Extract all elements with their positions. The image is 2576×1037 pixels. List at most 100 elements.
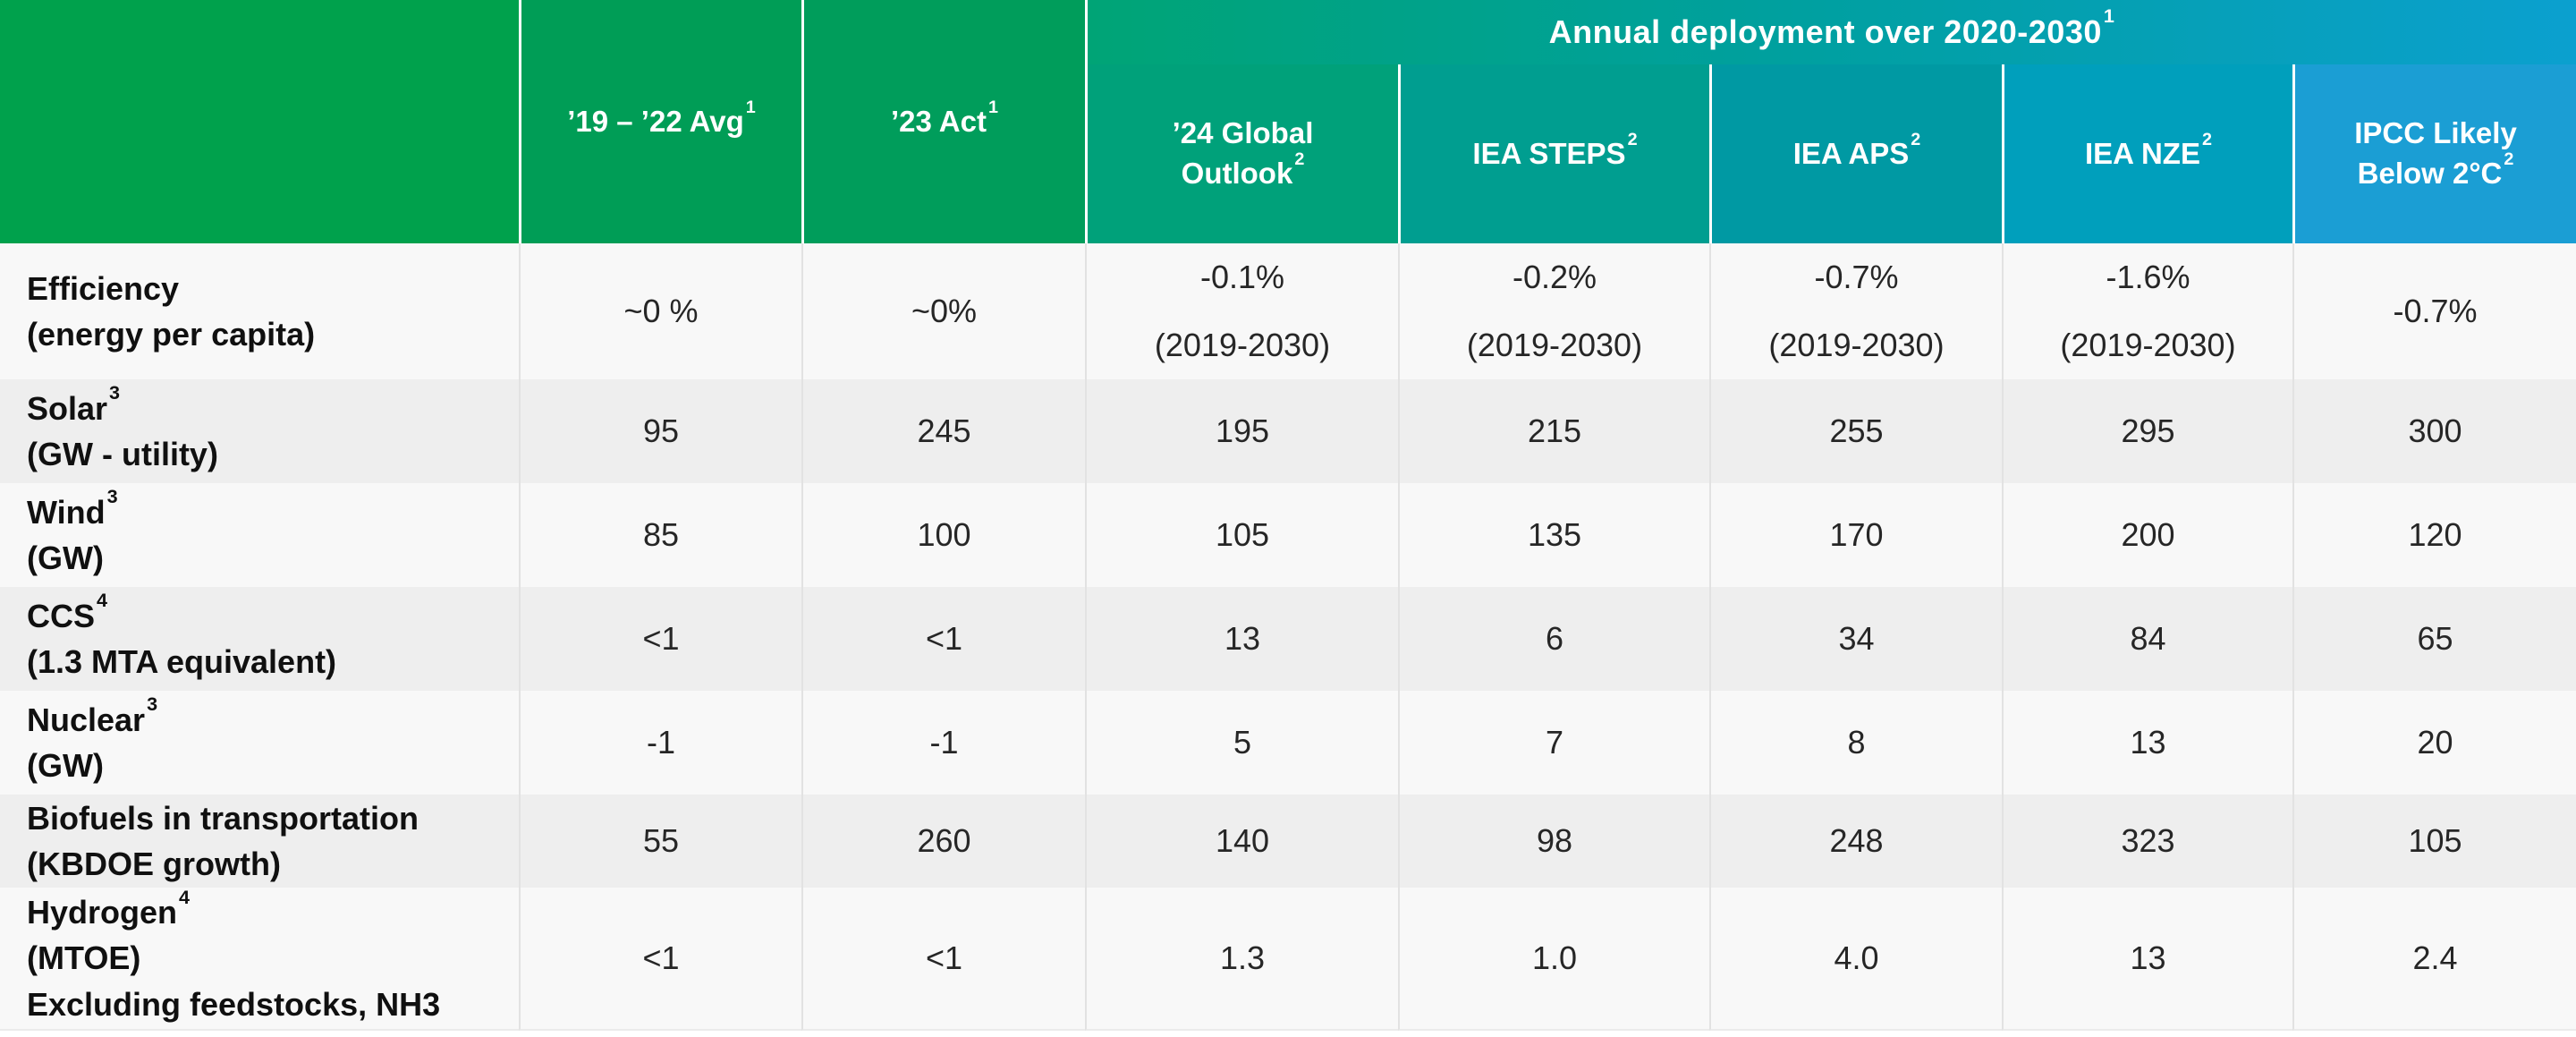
column-header-avg-19-22: ’19 – ’22 Avg 1 [519, 0, 801, 243]
row-subtitle: (KBDOE growth) [27, 846, 281, 882]
row-title: Wind3 [27, 485, 118, 531]
cell-solar-iea-nze: 295 [2002, 379, 2292, 483]
cell-biofuels-outlook-24: 140 [1085, 795, 1398, 888]
column-header-line: IEA NZE 2 [2085, 129, 2212, 170]
row-title: Solar3 [27, 381, 121, 427]
footnote-marker: 2 [1911, 129, 1921, 149]
cell-wind-iea-steps: 135 [1398, 483, 1709, 587]
corner-header-cell [0, 0, 519, 243]
table-row-solar: Solar3 (GW - utility) 95 245 195 215 255 295 300 [0, 379, 2576, 483]
cell-efficiency-iea-steps: -0.2% (2019-2030) [1398, 243, 1709, 379]
cell-wind-iea-nze: 200 [2002, 483, 2292, 587]
table-row-nuclear: Nuclear3 (GW) -1 -1 5 7 8 13 20 [0, 691, 2576, 795]
cell-biofuels-iea-steps: 98 [1398, 795, 1709, 888]
cell-ccs-ipcc-b2c: 65 [2292, 587, 2576, 691]
cell-ccs-avg-19-22: <1 [519, 587, 801, 691]
cell-wind-iea-aps: 170 [1709, 483, 2002, 587]
footnote-marker: 2 [2201, 129, 2212, 149]
table-body: Efficiency (energy per capita) ~0 % ~0% -0.1… [0, 243, 2576, 1031]
cell-hydrogen-act-23: <1 [801, 888, 1085, 1031]
column-header-line: ’23 Act 1 [890, 97, 998, 138]
cell-efficiency-outlook-24: -0.1% (2019-2030) [1085, 243, 1398, 379]
row-subtitle: Excluding feedstocks, NH3 [27, 985, 441, 1023]
cell-wind-act-23: 100 [801, 483, 1085, 587]
cell-biofuels-iea-aps: 248 [1709, 795, 2002, 888]
table-row-biofuels: Biofuels in transportation (KBDOE growth)… [0, 795, 2576, 888]
row-label-solar: Solar3 (GW - utility) [0, 379, 519, 483]
cell-solar-outlook-24: 195 [1085, 379, 1398, 483]
cell-wind-avg-19-22: 85 [519, 483, 801, 587]
cell-wind-outlook-24: 105 [1085, 483, 1398, 587]
cell-nuclear-iea-aps: 8 [1709, 691, 2002, 795]
cell-wind-ipcc-b2c: 120 [2292, 483, 2576, 587]
cell-efficiency-iea-aps: -0.7% (2019-2030) [1709, 243, 2002, 379]
cell-hydrogen-iea-aps: 4.0 [1709, 888, 2002, 1031]
cell-hydrogen-ipcc-b2c: 2.4 [2292, 888, 2576, 1031]
cell-ccs-iea-steps: 6 [1398, 587, 1709, 691]
column-header-line: ’24 Global [1172, 116, 1314, 150]
cell-biofuels-act-23: 260 [801, 795, 1085, 888]
cell-ccs-iea-aps: 34 [1709, 587, 2002, 691]
row-label-efficiency: Efficiency (energy per capita) [0, 243, 519, 379]
footnote-marker: 1 [745, 97, 756, 117]
row-title: Biofuels in transportation [27, 799, 419, 837]
row-title: Efficiency [27, 269, 180, 307]
cell-solar-iea-steps: 215 [1398, 379, 1709, 483]
cell-solar-avg-19-22: 95 [519, 379, 801, 483]
row-subtitle: (energy per capita) [27, 316, 316, 353]
cell-efficiency-avg-19-22: ~0 % [519, 243, 801, 379]
cell-hydrogen-outlook-24: 1.3 [1085, 888, 1398, 1031]
cell-nuclear-ipcc-b2c: 20 [2292, 691, 2576, 795]
footnote-marker: 2 [1294, 149, 1305, 170]
table-row-efficiency: Efficiency (energy per capita) ~0 % ~0% -0.1… [0, 243, 2576, 379]
row-label-nuclear: Nuclear3 (GW) [0, 691, 519, 795]
footnote-marker: 2 [2504, 149, 2514, 170]
cell-efficiency-act-23: ~0% [801, 243, 1085, 379]
cell-biofuels-avg-19-22: 55 [519, 795, 801, 888]
row-title: CCS4 [27, 589, 108, 634]
footnote-marker: 1 [2103, 4, 2115, 28]
table-row-ccs: CCS4 (1.3 MTA equivalent) <1 <1 13 6 34 84 65 [0, 587, 2576, 691]
group-header-annual-deployment: Annual deployment over 2020-20301 [1085, 0, 2576, 64]
column-header-ipcc-b2c: IPCC Likely Below 2°C 2 [2292, 64, 2576, 243]
cell-nuclear-avg-19-22: -1 [519, 691, 801, 795]
header-row-scenarios: ’24 Global Outlook 2 IEA STEPS 2 IEA APS 2 IEA … [0, 64, 2576, 243]
cell-solar-ipcc-b2c: 300 [2292, 379, 2576, 483]
footnote-marker: 2 [1627, 129, 1638, 149]
row-subtitle: (GW - utility) [27, 436, 218, 472]
row-subtitle: (GW) [27, 540, 104, 576]
cell-nuclear-act-23: -1 [801, 691, 1085, 795]
cell-hydrogen-iea-steps: 1.0 [1398, 888, 1709, 1031]
cell-hydrogen-avg-19-22: <1 [519, 888, 801, 1031]
cell-biofuels-ipcc-b2c: 105 [2292, 795, 2576, 888]
column-header-iea-nze: IEA NZE 2 [2002, 64, 2292, 243]
cell-nuclear-outlook-24: 5 [1085, 691, 1398, 795]
column-header-line: IPCC Likely [2354, 116, 2517, 150]
cell-efficiency-ipcc-b2c: -0.7% [2292, 243, 2576, 379]
row-title: Hydrogen4 [27, 885, 191, 931]
cell-ccs-iea-nze: 84 [2002, 587, 2292, 691]
cell-efficiency-iea-nze: -1.6% (2019-2030) [2002, 243, 2292, 379]
row-label-ccs: CCS4 (1.3 MTA equivalent) [0, 587, 519, 691]
column-header-line: Outlook 2 [1181, 149, 1305, 190]
row-label-biofuels: Biofuels in transportation (KBDOE growth) [0, 795, 519, 888]
footnote-marker: 4 [179, 885, 191, 908]
footnote-marker: 4 [97, 589, 108, 612]
table-row-hydrogen: Hydrogen4 (MTOE) Excluding feedstocks, NH3… [0, 885, 2576, 1031]
row-subtitle: (1.3 MTA equivalent) [27, 643, 337, 680]
column-header-outlook-24: ’24 Global Outlook 2 [1085, 64, 1398, 243]
cell-solar-act-23: 245 [801, 379, 1085, 483]
cell-hydrogen-iea-nze: 13 [2002, 888, 2292, 1031]
cell-nuclear-iea-nze: 13 [2002, 691, 2292, 795]
column-header-line: IEA STEPS 2 [1472, 129, 1638, 170]
row-title: Nuclear3 [27, 693, 158, 738]
footnote-marker: 3 [106, 485, 118, 508]
column-header-act-23: ’23 Act 1 [801, 0, 1085, 243]
cell-biofuels-iea-nze: 323 [2002, 795, 2292, 888]
footnote-marker: 1 [987, 97, 998, 117]
row-subtitle: (MTOE) [27, 939, 141, 977]
table-header: ’19 – ’22 Avg 1 ’23 Act 1 Annual deployment … [0, 0, 2576, 243]
column-header-line: IEA APS 2 [1792, 129, 1921, 170]
cell-ccs-outlook-24: 13 [1085, 587, 1398, 691]
